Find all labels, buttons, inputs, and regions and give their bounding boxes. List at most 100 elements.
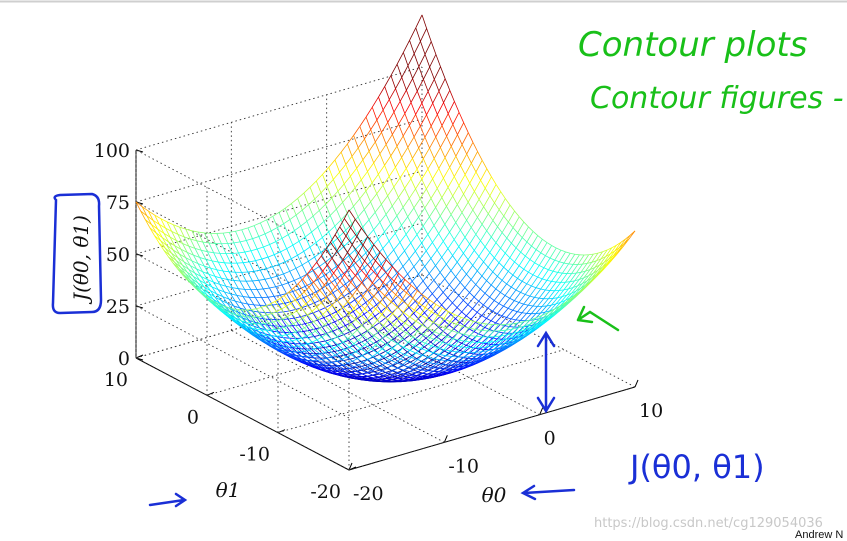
surface-mesh-line bbox=[405, 225, 413, 235]
surface-mesh-line bbox=[403, 369, 411, 372]
surface-mesh-line bbox=[309, 328, 317, 331]
surface-mesh-line bbox=[406, 332, 414, 338]
surface-mesh-line bbox=[368, 211, 376, 221]
surface-mesh-line bbox=[489, 296, 495, 301]
surface-mesh-line bbox=[454, 101, 460, 113]
surface-mesh-line bbox=[426, 28, 432, 42]
surface-mesh-line bbox=[387, 122, 393, 135]
surface-mesh-line bbox=[357, 313, 365, 319]
surface-mesh-line bbox=[249, 260, 256, 263]
surface-mesh-line bbox=[487, 345, 493, 352]
surface-mesh-line bbox=[314, 294, 322, 304]
surface-mesh-line bbox=[312, 210, 320, 217]
surface-mesh-line bbox=[292, 244, 298, 256]
surface-mesh-line bbox=[437, 315, 445, 320]
surface-mesh-line bbox=[288, 230, 295, 235]
surface-mesh-line bbox=[472, 265, 478, 272]
surface-mesh-line bbox=[501, 332, 509, 340]
surface-mesh-line bbox=[340, 369, 345, 371]
surface-mesh-line bbox=[317, 319, 323, 328]
surface-mesh-line bbox=[328, 159, 336, 168]
surface-mesh-line bbox=[418, 334, 425, 341]
surface-mesh-line bbox=[328, 225, 336, 233]
surface-mesh-line bbox=[309, 187, 316, 200]
surface-mesh-line bbox=[429, 331, 435, 338]
surface-mesh-line bbox=[345, 354, 351, 360]
surface-mesh-line bbox=[358, 366, 365, 371]
surface-mesh-line bbox=[466, 153, 472, 164]
surface-mesh-line bbox=[240, 240, 247, 243]
surface-mesh-line bbox=[405, 281, 413, 289]
surface-mesh-line bbox=[418, 147, 424, 159]
surface-mesh-line bbox=[324, 367, 332, 372]
surface-mesh-line bbox=[377, 370, 383, 374]
surface-mesh-line bbox=[335, 354, 342, 360]
surface-mesh-line bbox=[425, 337, 431, 344]
surface-mesh-line bbox=[283, 270, 290, 275]
surface-mesh-line bbox=[300, 225, 306, 237]
surface-mesh-line bbox=[318, 310, 325, 318]
surface-mesh-line bbox=[315, 353, 321, 359]
surface-mesh-line bbox=[519, 325, 525, 332]
surface-mesh-line bbox=[525, 323, 532, 330]
surface-mesh-line bbox=[374, 377, 381, 380]
surface-mesh-line bbox=[239, 280, 245, 290]
surface-mesh-line bbox=[356, 227, 362, 237]
surface-mesh-line bbox=[415, 178, 423, 190]
surface-mesh-line bbox=[345, 156, 353, 165]
surface-mesh-line bbox=[523, 259, 531, 270]
surface-mesh-line bbox=[401, 338, 409, 343]
surface-mesh-line bbox=[295, 209, 303, 216]
surface-mesh-line bbox=[330, 326, 336, 332]
surface-mesh-line bbox=[385, 134, 393, 145]
surface-mesh-line bbox=[366, 320, 373, 327]
surface-mesh-line bbox=[477, 151, 483, 161]
surface-mesh-line bbox=[234, 272, 241, 282]
surface-mesh-line bbox=[433, 348, 441, 354]
surface-mesh-line bbox=[262, 314, 268, 317]
surface-mesh-line bbox=[380, 256, 388, 265]
surface-mesh-line bbox=[196, 240, 202, 251]
surface-mesh-line bbox=[329, 215, 336, 227]
surface-mesh-line bbox=[365, 182, 373, 192]
surface-mesh-line bbox=[373, 153, 381, 164]
surface-mesh-line bbox=[140, 210, 148, 217]
surface-mesh-line bbox=[400, 324, 407, 330]
surface-mesh-line bbox=[459, 362, 467, 367]
surface-mesh-line bbox=[512, 327, 519, 330]
surface-mesh-line bbox=[493, 344, 499, 350]
surface-mesh-line bbox=[478, 199, 484, 207]
surface-mesh-line bbox=[483, 304, 489, 309]
surface-mesh-line bbox=[474, 347, 480, 353]
surface-mesh-line bbox=[506, 274, 514, 285]
surface-mesh-line bbox=[304, 324, 310, 329]
surface-mesh-line bbox=[256, 248, 263, 260]
surface-mesh-line bbox=[177, 234, 183, 244]
surface-mesh-line bbox=[418, 295, 424, 304]
surface-mesh-line bbox=[385, 370, 392, 373]
surface-mesh-line bbox=[386, 365, 392, 370]
surface-mesh-line bbox=[574, 279, 580, 282]
surface-mesh-line bbox=[321, 288, 328, 297]
surface-mesh-line bbox=[158, 224, 165, 234]
surface-mesh-line bbox=[430, 362, 437, 365]
surface-mesh-line bbox=[264, 338, 271, 345]
surface-mesh-line bbox=[318, 340, 326, 343]
surface-mesh-line bbox=[315, 237, 323, 243]
surface-mesh-line bbox=[419, 306, 425, 314]
surface-mesh-line bbox=[450, 367, 457, 369]
surface-mesh-line bbox=[409, 125, 415, 138]
surface-mesh-line bbox=[330, 234, 336, 243]
surface-mesh-line bbox=[233, 242, 239, 254]
surface-mesh-line bbox=[383, 372, 389, 376]
surface-mesh-line bbox=[276, 336, 284, 339]
surface-mesh-line bbox=[319, 352, 325, 355]
surface-mesh-line bbox=[529, 287, 537, 297]
surface-mesh-line bbox=[199, 257, 205, 267]
surface-mesh-line bbox=[160, 218, 166, 229]
surface-mesh-line bbox=[495, 335, 502, 338]
surface-mesh-line bbox=[429, 358, 435, 364]
surface-mesh-line bbox=[515, 333, 522, 337]
surface-mesh-line bbox=[400, 375, 407, 378]
surface-mesh-line bbox=[408, 198, 415, 209]
